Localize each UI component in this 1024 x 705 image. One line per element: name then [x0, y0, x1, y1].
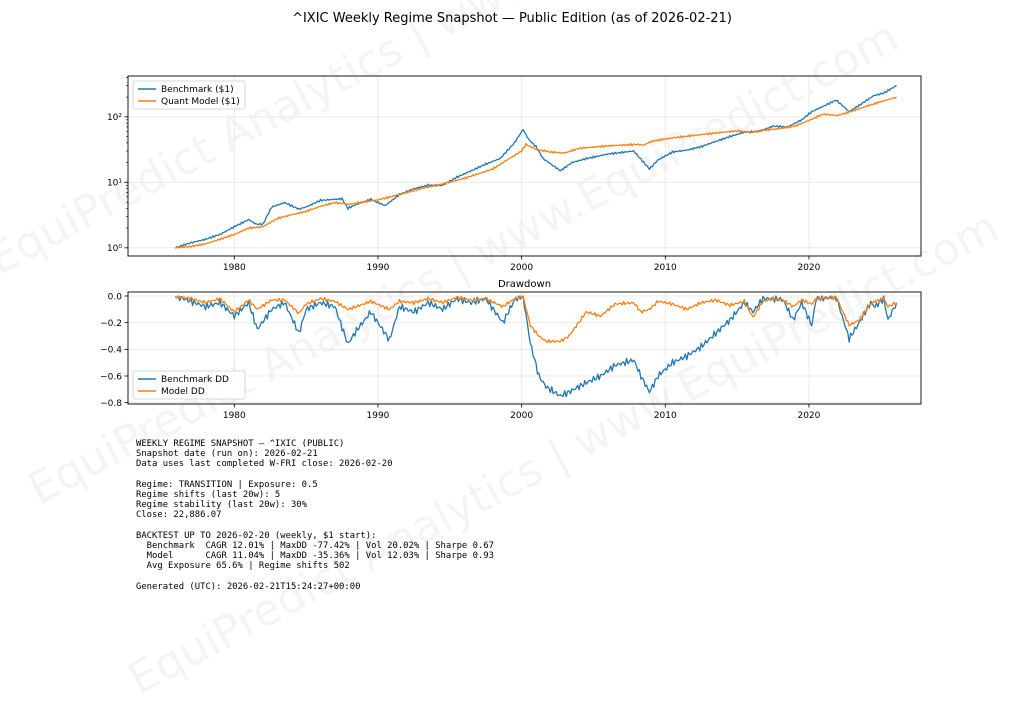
summary-line [136, 470, 494, 480]
y-tick-label: −0.2 [100, 319, 122, 329]
y-tick-label: −0.6 [100, 372, 122, 382]
legend-label: Quant Model ($1) [161, 97, 240, 107]
summary-line: WEEKLY REGIME SNAPSHOT — ^IXIC (PUBLIC) [136, 439, 345, 449]
equity-curve-panel: 1980 1990 2000 2010 2020 10⁰ 10¹ 10² Benchmark … [107, 75, 922, 273]
x-tick-label: 2000 [510, 263, 533, 273]
x-tick-label: 1990 [367, 411, 390, 421]
summary-line: Avg Exposure 65.6% | Regime shifts 502 [136, 561, 350, 572]
y-tick-label: −0.8 [100, 399, 122, 409]
y-tick-label: −0.4 [100, 346, 122, 356]
y-tick-label: 10¹ [107, 179, 122, 189]
summary-line [136, 521, 494, 531]
drawdown-panel: 1980 1990 2000 2010 20200.0−0.2−0.4−0.6−0.8 … [100, 291, 922, 421]
x-tick-label: 2010 [654, 263, 677, 273]
x-tick-label: 2000 [510, 411, 533, 421]
legend-box [132, 370, 246, 400]
series-line-model [174, 295, 898, 344]
x-tick-label: 2010 [654, 411, 677, 421]
x-tick-label: 1980 [223, 263, 246, 273]
summary-line: Generated (UTC): 2026-02-21T15:24:27+00:… [136, 581, 361, 592]
legend-label: Model DD [161, 387, 205, 397]
summary-line: Regime shifts (last 20w): 5 [136, 489, 281, 500]
figure: ^IXIC Weekly Regime Snapshot — Public Ed… [100, 11, 922, 421]
summary-line: BACKTEST UP TO 2026-02-20 (weekly, $1 st… [136, 530, 377, 541]
y-tick-label: 0.0 [108, 292, 123, 302]
y-tick-label: 10² [107, 113, 122, 123]
x-tick-label: 2020 [797, 411, 820, 421]
summary-line [136, 571, 494, 581]
drawdown-legend: Benchmark DD Model DD [132, 370, 246, 400]
summary-line: Data uses last completed W-FRI close: 20… [136, 459, 393, 470]
legend-label: Benchmark DD [161, 375, 229, 385]
series-line-model [175, 96, 898, 249]
drawdown-frame [127, 291, 922, 405]
y-tick-label: 10⁰ [107, 244, 122, 254]
legend-box [132, 80, 246, 110]
summary-line: Close: 22,886.07 [136, 510, 222, 521]
figure-title: ^IXIC Weekly Regime Snapshot — Public Ed… [292, 11, 732, 26]
x-tick-label: 1990 [367, 263, 390, 273]
summary-line: Benchmark CAGR 12.01% | MaxDD -77.42% | … [136, 540, 494, 551]
summary-line: Snapshot date (run on): 2026-02-21 [136, 449, 318, 460]
equity-curve-frame [127, 75, 922, 257]
drawdown-title: Drawdown [498, 279, 551, 290]
summary-text-block: WEEKLY REGIME SNAPSHOT — ^IXIC (PUBLIC) S… [136, 439, 494, 592]
equity-curve-legend: Benchmark ($1) Quant Model ($1) [132, 80, 246, 110]
series-line-benchmark [174, 84, 897, 249]
summary-line: Model CAGR 11.04% | MaxDD -35.36% | Vol … [136, 551, 494, 562]
summary-line: Regime stability (last 20w): 30% [136, 500, 307, 511]
x-tick-label: 1980 [223, 411, 246, 421]
x-tick-label: 2020 [797, 263, 820, 273]
summary-line: Regime: TRANSITION | Exposure: 0.5 [136, 479, 318, 490]
legend-label: Benchmark ($1) [161, 85, 234, 95]
series-line-benchmark [175, 295, 898, 398]
